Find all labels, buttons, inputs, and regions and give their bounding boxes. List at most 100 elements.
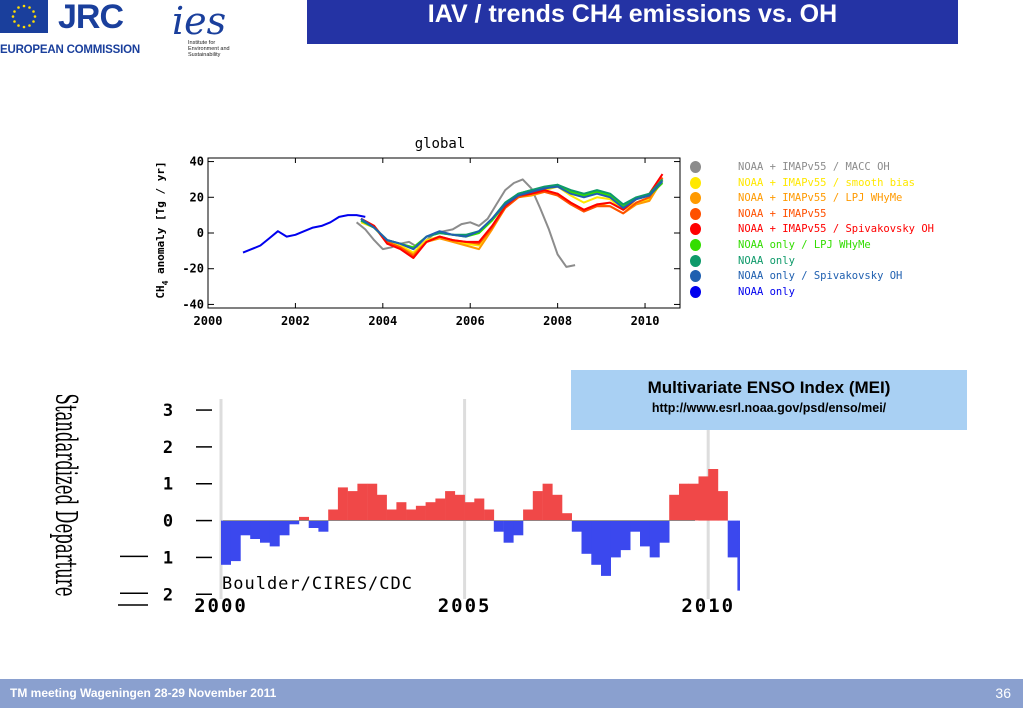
mei-bar bbox=[513, 520, 524, 536]
mei-bar bbox=[367, 483, 378, 521]
mei-bar bbox=[493, 520, 504, 532]
mei-bar bbox=[435, 498, 446, 521]
legend-label: NOAA only bbox=[738, 254, 795, 267]
mei-bar bbox=[640, 520, 650, 547]
legend-label: NOAA + IMAPv55 / smooth bias bbox=[738, 176, 916, 189]
legend-item: NOAA only / Spivakovsky OH bbox=[686, 269, 1006, 285]
mei-bar bbox=[542, 483, 553, 521]
ch4-anomaly-chart: global CH4 anomaly [Tg / yr] 2000 2002 200… bbox=[154, 136, 681, 328]
mei-info-box: Multivariate ENSO Index (MEI) http://www… bbox=[571, 370, 967, 430]
footer-text: TM meeting Wageningen 28-29 November 201… bbox=[10, 686, 277, 700]
title-banner: IAV / trends CH4 emissions vs. OH bbox=[307, 0, 958, 44]
legend-item: NOAA only bbox=[686, 285, 1006, 301]
mei-box-url[interactable]: http://www.esrl.noaa.gov/psd/enso/mei/ bbox=[651, 401, 887, 415]
mei-bar bbox=[279, 520, 290, 536]
mei-bar bbox=[708, 469, 719, 521]
y-tick-label: -20 bbox=[182, 262, 204, 276]
legend-label: NOAA + IMAPv55 bbox=[738, 207, 827, 220]
legend-item: NOAA + IMAPv55 / Spivakovsky OH bbox=[686, 222, 1006, 238]
legend-label: NOAA + IMAPv55 / Spivakovsky OH bbox=[738, 223, 934, 236]
eu-flag-logo bbox=[0, 0, 48, 33]
mei-bar bbox=[679, 483, 689, 521]
legend-swatch bbox=[690, 192, 701, 205]
mei-bar bbox=[357, 483, 368, 521]
mei-bar bbox=[601, 520, 611, 576]
mei-bar bbox=[610, 520, 621, 558]
mei-bar bbox=[649, 520, 660, 558]
y-tick-label: -40 bbox=[182, 297, 204, 311]
x-tick-label: 2002 bbox=[281, 314, 310, 328]
mei-bar bbox=[415, 505, 426, 521]
mei-bar bbox=[396, 502, 407, 521]
mei-bar bbox=[240, 520, 251, 536]
mei-bar bbox=[552, 494, 563, 521]
legend-label: NOAA + IMAPv55 / LPJ WHyMe bbox=[738, 192, 903, 205]
mei-y-tick-label: 2 bbox=[163, 438, 173, 458]
series-line-4 bbox=[360, 177, 664, 258]
legend-item: NOAA only bbox=[686, 254, 1006, 270]
legend-label: NOAA only / LPJ WHyMe bbox=[738, 238, 871, 251]
mei-y-tick-label: 0 bbox=[163, 512, 173, 532]
series-line-7 bbox=[360, 178, 664, 251]
mei-bar bbox=[717, 491, 728, 521]
mei-bar bbox=[221, 520, 231, 565]
mei-bar bbox=[532, 491, 543, 521]
x-tick-label: 2004 bbox=[368, 314, 397, 328]
mei-bar bbox=[698, 476, 709, 521]
legend-swatch bbox=[690, 161, 701, 173]
series-line-6 bbox=[360, 182, 664, 249]
mei-bar bbox=[250, 520, 261, 539]
mei-bar bbox=[630, 520, 641, 532]
chart-title: global bbox=[415, 136, 466, 152]
mei-bar bbox=[688, 483, 699, 521]
mei-bar bbox=[727, 520, 738, 558]
mei-bar bbox=[737, 520, 740, 591]
x-tick-label: 2000 bbox=[194, 314, 223, 328]
mei-bar bbox=[591, 520, 602, 565]
legend-item: NOAA + IMAPv55 / MACC OH bbox=[686, 160, 1006, 176]
legend-swatch bbox=[690, 254, 701, 267]
series-line-9 bbox=[242, 214, 366, 254]
legend-label: NOAA + IMAPv55 / MACC OH bbox=[738, 161, 890, 173]
page-number: 36 bbox=[995, 685, 1011, 701]
mei-bar bbox=[386, 509, 397, 521]
mei-bar bbox=[425, 502, 436, 521]
mei-watermark: Boulder/CIRES/CDC bbox=[222, 574, 413, 594]
mei-x-tick-label: 2005 bbox=[438, 595, 492, 617]
european-commission-text: EUROPEAN COMMISSION bbox=[0, 44, 140, 56]
y-tick-label: 20 bbox=[190, 190, 204, 204]
mei-bar bbox=[269, 520, 280, 547]
ies-institute-lines: Institute for Environment and Sustainabi… bbox=[188, 40, 230, 58]
footer-bar: TM meeting Wageningen 28-29 November 201… bbox=[0, 679, 1023, 708]
mei-bar bbox=[669, 494, 680, 521]
mei-y-tick-label: 1 bbox=[163, 548, 173, 568]
mei-y-tick-label: 1 bbox=[163, 475, 173, 495]
mei-bar bbox=[503, 520, 514, 543]
legend-swatch bbox=[690, 270, 701, 283]
mei-bar bbox=[523, 509, 534, 521]
mei-y-tick-label: 3 bbox=[163, 401, 173, 421]
legend-swatch bbox=[690, 176, 701, 189]
y-tick-label: 40 bbox=[190, 155, 204, 169]
mei-bar bbox=[328, 509, 339, 521]
mei-bar bbox=[445, 491, 456, 521]
x-tick-label: 2006 bbox=[456, 314, 485, 328]
ies-logo-text: ies bbox=[172, 0, 226, 40]
mei-bar bbox=[474, 498, 485, 521]
mei-bar bbox=[464, 502, 475, 521]
mei-bar bbox=[318, 520, 329, 532]
mei-bar bbox=[376, 494, 387, 521]
mei-bar bbox=[659, 520, 670, 543]
mei-bar bbox=[260, 520, 270, 543]
mei-bar bbox=[289, 520, 300, 525]
legend-swatch bbox=[690, 285, 701, 298]
mei-bar bbox=[484, 509, 495, 521]
mei-bar bbox=[337, 487, 348, 521]
mei-bar bbox=[620, 520, 631, 551]
x-tick-label: 2008 bbox=[543, 314, 572, 328]
mei-bar bbox=[581, 520, 592, 554]
chart-legend: NOAA + IMAPv55 / MACC OH NOAA + IMAPv55 /… bbox=[686, 160, 1006, 300]
series-line-8 bbox=[360, 180, 664, 251]
legend-swatch bbox=[690, 223, 701, 236]
jrc-logo-text: JRC bbox=[58, 0, 124, 36]
